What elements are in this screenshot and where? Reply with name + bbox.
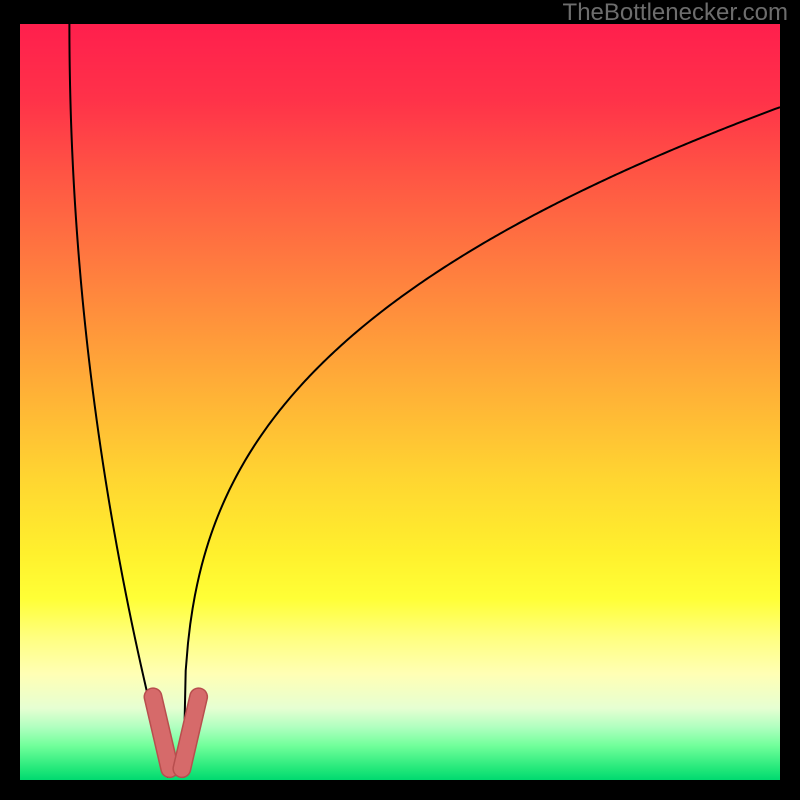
- watermark-text: TheBottlenecker.com: [563, 0, 788, 26]
- bottleneck-chart-svg: TheBottlenecker.com: [0, 0, 800, 800]
- chart-root: TheBottlenecker.com: [0, 0, 800, 800]
- plot-background: [20, 24, 780, 780]
